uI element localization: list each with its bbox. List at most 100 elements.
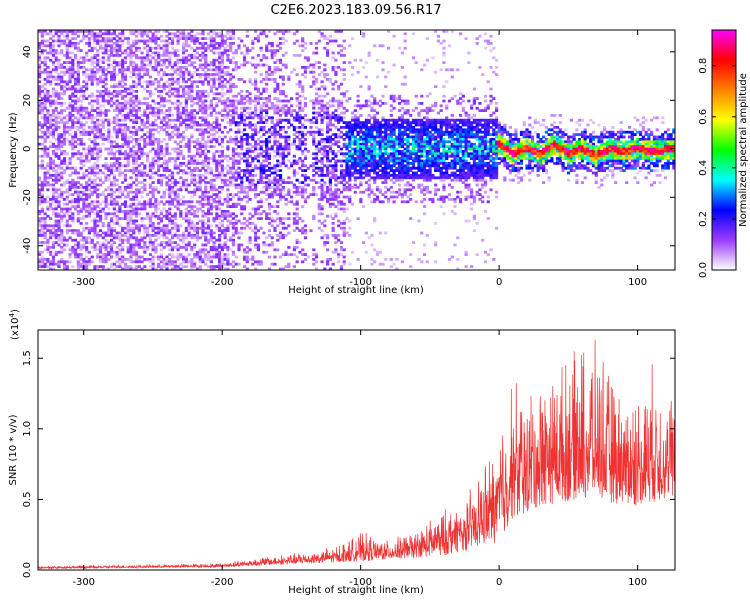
spectrogram-cell <box>220 66 224 69</box>
spectrogram-cell <box>74 145 78 148</box>
spectrogram-cell <box>240 39 244 43</box>
spectrogram-cell <box>129 54 133 57</box>
spectrogram-cell <box>101 66 105 69</box>
spectrogram-cell <box>168 56 172 60</box>
spectrogram-cell <box>267 195 272 199</box>
spectrogram-cell <box>281 186 285 189</box>
spectrogram-cell <box>201 162 205 165</box>
spectrogram-cell <box>170 255 175 259</box>
spectrogram-cell <box>201 42 205 45</box>
spectrogram-cell <box>298 109 302 112</box>
spectrogram-cell <box>314 92 319 96</box>
spectrogram-cell <box>126 46 130 50</box>
spectrogram-cell <box>65 106 69 110</box>
spectrogram-cell <box>126 238 130 242</box>
spectrogram-cell <box>115 54 119 57</box>
spectrogram-cell <box>85 207 89 211</box>
spectrogram-cell <box>98 46 103 50</box>
spectrogram-cell <box>254 231 258 235</box>
spectrogram-cell <box>137 212 141 216</box>
spectrogram-cell <box>170 126 175 129</box>
spectrogram-cell <box>184 178 188 182</box>
spectrogram-cell <box>49 121 53 124</box>
spectrogram-cell <box>242 207 247 211</box>
spectrogram-cell <box>148 30 152 33</box>
spectrogram-cell <box>82 70 86 74</box>
spectrogram-cell <box>190 207 194 211</box>
spectrogram-cell <box>68 70 72 74</box>
spectrogram-cell <box>165 231 169 235</box>
spectrogram-cell <box>40 241 44 244</box>
spectrogram-cell <box>101 265 105 268</box>
spectrogram-cell <box>162 207 166 211</box>
spectrogram-cell <box>218 164 222 168</box>
spectrogram-cell <box>190 75 194 79</box>
spectrogram-cell <box>43 231 47 235</box>
spectrogram-cell <box>54 118 58 122</box>
spectrogram-cell <box>76 58 80 62</box>
spectrogram-cell <box>168 200 172 204</box>
spectrogram-cell <box>82 217 86 220</box>
spectrogram-cell <box>303 56 308 60</box>
spectrogram-cell <box>107 246 111 249</box>
spectrogram-cell <box>267 73 272 76</box>
spectrogram-cell <box>231 94 236 98</box>
spectrogram-cell <box>206 224 211 228</box>
spectrogram-cell <box>265 217 269 220</box>
spectrogram-cell <box>190 262 194 266</box>
spectrogram-cell <box>220 188 224 192</box>
spectrogram-cell <box>270 241 274 244</box>
spectrogram-cell <box>96 128 100 132</box>
spectrogram-cell <box>123 267 128 270</box>
spectrogram-cell <box>154 138 158 141</box>
spectrogram-cell <box>168 241 172 244</box>
spectrogram-cell <box>248 183 252 187</box>
spectrogram-cell <box>132 85 136 88</box>
spectrogram-cell <box>195 169 200 172</box>
spectrogram-cell <box>74 56 78 60</box>
spectrogram-cell <box>151 106 155 110</box>
spectrogram-cell <box>312 193 316 196</box>
spectrogram-cell <box>176 152 180 156</box>
spectrogram-cell <box>90 116 94 120</box>
spectrogram-cell <box>146 226 150 230</box>
spectrogram-cell <box>62 70 67 74</box>
spectrogram-cell <box>193 176 197 180</box>
spectrogram-cell <box>129 255 133 259</box>
spectrogram-cell <box>143 63 147 67</box>
spectrogram-cell <box>270 56 274 60</box>
spectrogram-cell <box>68 229 72 232</box>
spectrogram-cell <box>176 224 180 228</box>
spectrogram-cell <box>146 39 150 43</box>
spectrogram-cell <box>74 255 78 259</box>
spectrogram-cell <box>134 260 139 264</box>
spectrogram-cell <box>57 178 61 182</box>
spectrogram-cell <box>237 248 241 252</box>
spectrogram-cell <box>273 78 277 81</box>
spectrogram-cell <box>38 260 42 264</box>
spectrogram-cell <box>234 106 238 110</box>
spectrogram-cell <box>46 114 50 117</box>
spectrogram-cell <box>38 121 42 124</box>
spectrogram-cell <box>259 109 263 112</box>
spectrogram-cell <box>281 181 285 184</box>
spectrogram-cell <box>226 212 230 216</box>
spectrogram-cell <box>43 92 47 96</box>
spectrogram-cell <box>267 157 272 160</box>
spectrogram-cell <box>60 49 64 52</box>
spectrogram-cell <box>46 248 50 252</box>
spectrogram-cell <box>278 46 283 50</box>
spectrogram-cell <box>140 162 144 165</box>
spectrogram-cell <box>229 61 233 64</box>
spectrogram-cell <box>146 30 150 33</box>
spectrogram-cell <box>46 70 50 74</box>
spectrogram-cell <box>195 162 200 165</box>
spectrogram-cell <box>60 75 64 79</box>
spectrogram-cell <box>190 222 194 225</box>
spectrogram-cell <box>287 246 291 249</box>
spectrogram-cell <box>68 111 72 115</box>
spectrogram-cell <box>220 186 224 189</box>
spectrogram-cell <box>284 140 288 144</box>
spectrogram-cell <box>60 109 64 112</box>
spectrogram-cell <box>62 92 67 96</box>
